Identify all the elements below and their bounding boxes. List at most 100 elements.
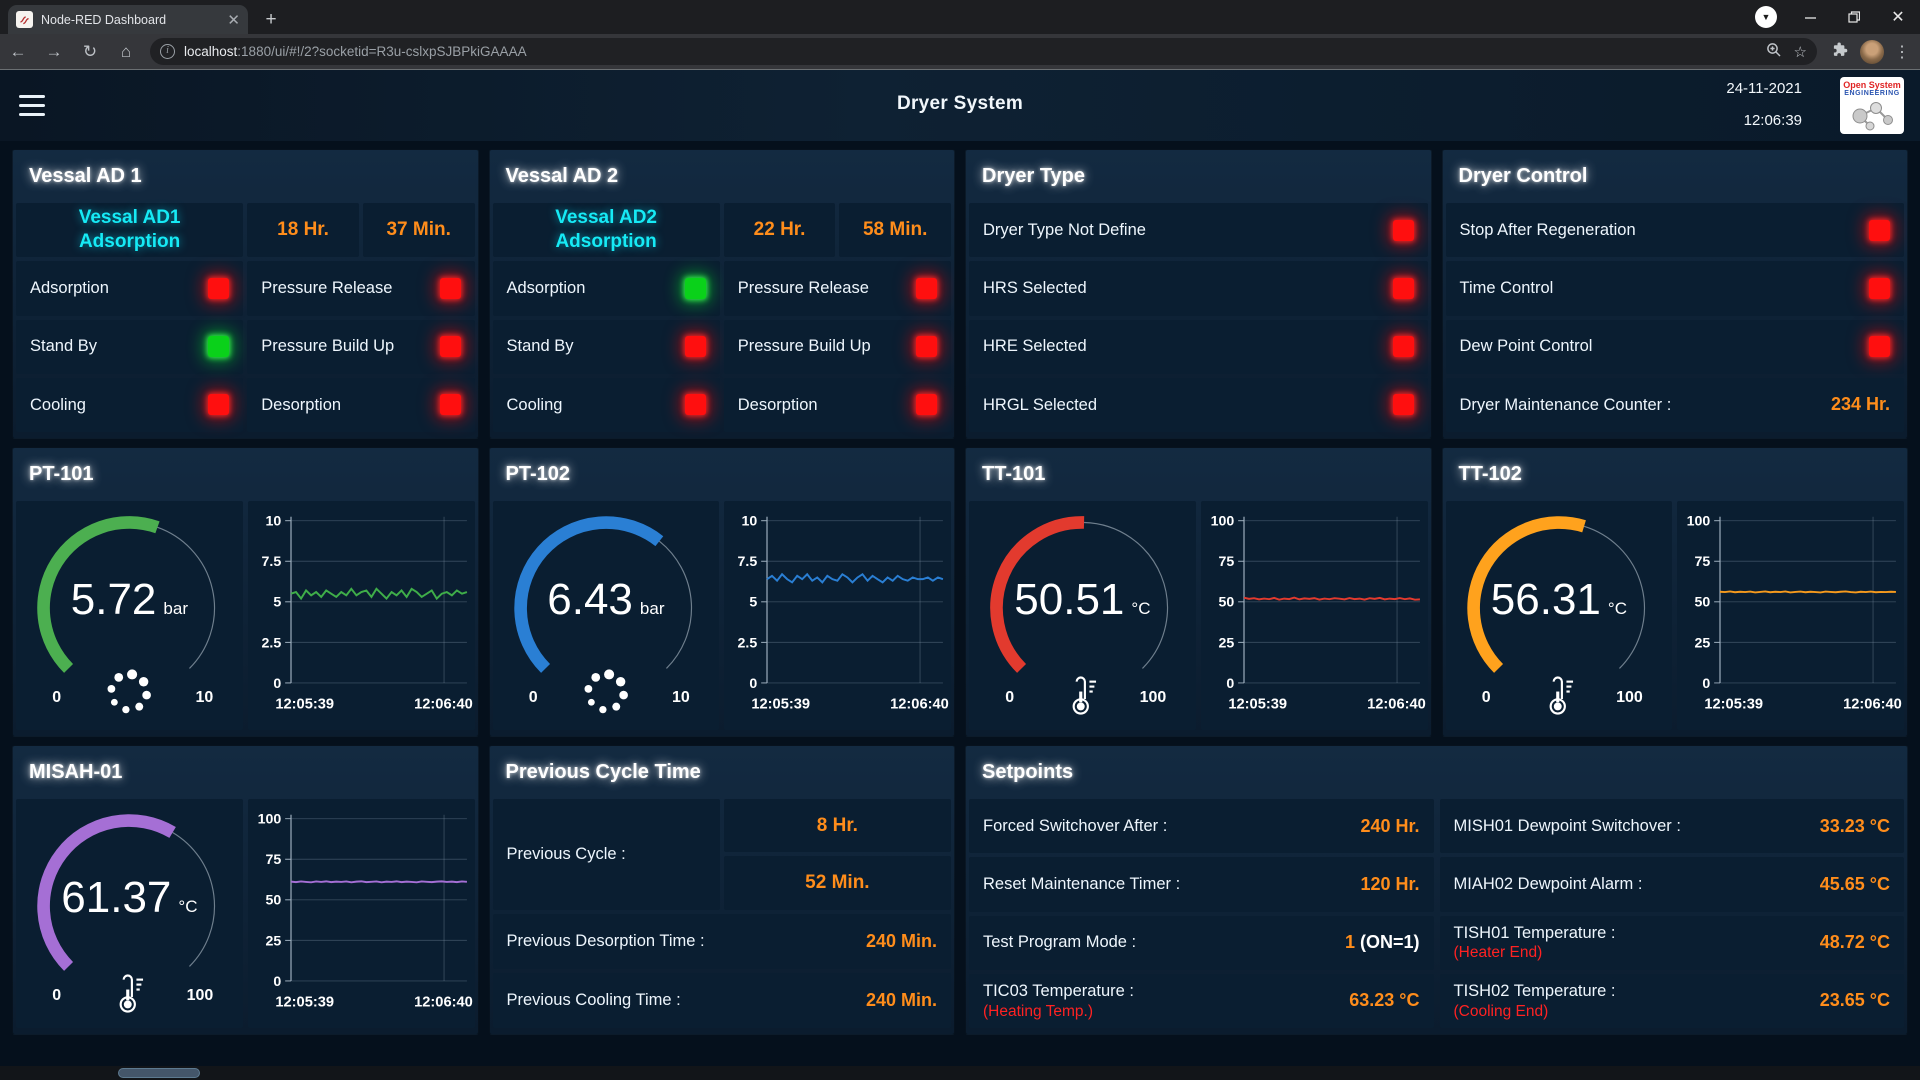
led-indicator-red xyxy=(440,336,461,357)
y-tick-label: 75 xyxy=(1218,554,1234,570)
panel-title: Setpoints xyxy=(966,746,1907,799)
y-tick-label: 10 xyxy=(742,514,758,530)
row-label: MISH01 Dewpoint Switchover : xyxy=(1454,816,1681,837)
vessel2-hours-tile: 22 Hr. xyxy=(724,203,836,257)
misah01-trend-chart: 100755025012:05:3912:06:40 xyxy=(248,799,475,1028)
gauge-unit: °C xyxy=(1608,599,1627,619)
trend-chart-svg: 100755025012:05:3912:06:40 xyxy=(1201,501,1428,730)
setpoint-tile: Dryer Maintenance Counter :234 Hr. xyxy=(1446,378,1905,432)
back-icon[interactable]: ← xyxy=(0,42,36,62)
y-tick-label: 100 xyxy=(257,812,281,828)
status-tile: HRGL Selected xyxy=(969,378,1428,432)
url-field[interactable]: i localhost:1880/ui/#!/2?socketid=R3u-cs… xyxy=(150,38,1817,65)
tt101-gauge: 50.51°C0100 xyxy=(969,501,1196,730)
gauge-min-label: 0 xyxy=(1005,689,1014,707)
gauge-value: 56.31 °C xyxy=(1446,575,1673,625)
gauge-max-label: 10 xyxy=(195,689,213,707)
horizontal-scrollbar[interactable] xyxy=(0,1066,1920,1080)
trend-chart-svg: 107.552.5012:05:3912:06:40 xyxy=(248,501,475,730)
pt102-trend-chart: 107.552.5012:05:3912:06:40 xyxy=(724,501,951,730)
pt101-trend-chart: 107.552.5012:05:3912:06:40 xyxy=(248,501,475,730)
forward-icon[interactable]: → xyxy=(36,42,72,62)
gauge-unit: °C xyxy=(178,897,197,917)
dots-spinner-icon xyxy=(103,666,155,718)
led-indicator-red xyxy=(916,394,937,415)
misah01-gauge: 61.37°C0100 xyxy=(16,799,243,1028)
zoom-icon[interactable] xyxy=(1766,42,1782,62)
y-tick-label: 100 xyxy=(1210,514,1234,530)
vessel2-minutes-tile: 58 Min. xyxy=(839,203,951,257)
setpoint-tile: MIAH02 Dewpoint Alarm :45.65 °C xyxy=(1440,857,1905,911)
setpoint-tile: Previous Cooling Time :240 Min. xyxy=(493,973,952,1028)
browser-avatar[interactable] xyxy=(1860,40,1884,64)
row-value: 45.65 °C xyxy=(1820,874,1890,894)
page-info-icon[interactable]: i xyxy=(160,44,175,59)
row-label: TIC03 Temperature : xyxy=(983,981,1134,1002)
gauge-min-label: 0 xyxy=(1482,689,1491,707)
panel-title: Vessal AD 1 xyxy=(13,150,478,203)
gauge-min-label: 0 xyxy=(52,987,61,1005)
dots-spinner-icon xyxy=(580,666,632,718)
extensions-puzzle-icon[interactable] xyxy=(1831,41,1848,63)
panel-vessal-ad2: Vessal AD 2 Vessal AD2 Adsorption 22 Hr.… xyxy=(489,149,956,439)
row-label: Stand By xyxy=(507,336,574,357)
browser-tab-strip: Node-RED Dashboard ✕ + ▼ ✕ xyxy=(0,0,1920,34)
row-value: 33.23 °C xyxy=(1820,816,1890,836)
gauge-min-label: 0 xyxy=(52,689,61,707)
panel-setpoints: Setpoints Forced Switchover After :240 H… xyxy=(965,745,1908,1035)
tt102-trend-chart: 100755025012:05:3912:06:40 xyxy=(1677,501,1904,730)
led-indicator-red xyxy=(1869,336,1890,357)
y-tick-label: 75 xyxy=(265,852,281,868)
gauge-value-number: 6.43 xyxy=(547,575,633,625)
browser-profile-button[interactable]: ▼ xyxy=(1744,0,1788,34)
panel-title: TT-102 xyxy=(1443,448,1908,501)
browser-tab[interactable]: Node-RED Dashboard ✕ xyxy=(8,5,248,34)
status-tile: HRS Selected xyxy=(969,261,1428,315)
trend-chart-svg: 107.552.5012:05:3912:06:40 xyxy=(724,501,951,730)
trend-line xyxy=(1244,598,1420,600)
setpoint-tile: MISH01 Dewpoint Switchover : 33.23 °C xyxy=(1440,799,1905,853)
panel-title: Previous Cycle Time xyxy=(490,746,955,799)
row-label: Desorption xyxy=(261,395,341,416)
tt102-gauge: 56.31 °C 0 100 xyxy=(1446,501,1673,730)
gauge-value-number: 56.31 xyxy=(1491,575,1601,625)
window-close-button[interactable]: ✕ xyxy=(1876,0,1920,34)
row-value: 120 Hr. xyxy=(1360,874,1419,894)
window-restore-button[interactable] xyxy=(1832,0,1876,34)
row-label: Stop After Regeneration xyxy=(1460,220,1636,241)
new-tab-button[interactable]: + xyxy=(258,8,284,32)
panel-title: TT-101 xyxy=(966,448,1431,501)
tab-close-icon[interactable]: ✕ xyxy=(227,11,240,29)
row-label: Cooling xyxy=(30,395,86,416)
scrollbar-thumb[interactable] xyxy=(118,1068,200,1078)
row-value: 240 Min. xyxy=(866,931,937,951)
x-start-label: 12:05:39 xyxy=(275,696,334,712)
led-indicator-red xyxy=(1393,394,1414,415)
x-start-label: 12:05:39 xyxy=(752,696,811,712)
y-tick-label: 0 xyxy=(273,676,281,692)
window-minimize-button[interactable] xyxy=(1788,0,1832,34)
row-label: Pressure Release xyxy=(261,278,392,299)
x-start-label: 12:05:39 xyxy=(1228,696,1287,712)
row-value: 48.72 °C xyxy=(1820,932,1890,952)
browser-url-bar: ← → ↻ ⌂ i localhost:1880/ui/#!/2?socketi… xyxy=(0,34,1920,70)
reload-icon[interactable]: ↻ xyxy=(72,42,108,62)
y-tick-label: 25 xyxy=(1695,635,1711,651)
browser-menu-icon[interactable]: ⋮ xyxy=(1894,42,1910,62)
x-end-label: 12:06:40 xyxy=(414,696,473,712)
gauge-value: 61.37°C xyxy=(16,873,243,923)
status-tile: Dew Point Control xyxy=(1446,320,1905,374)
panel-dryer-type: Dryer Type Dryer Type Not DefineHRS Sele… xyxy=(965,149,1432,439)
y-tick-label: 0 xyxy=(1703,676,1711,692)
previous-cycle-minutes-tile: 52 Min. xyxy=(724,856,951,909)
bookmark-star-icon[interactable]: ☆ xyxy=(1794,43,1807,61)
gauge-value: 5.72bar xyxy=(16,575,243,625)
gauge-max-label: 100 xyxy=(1616,689,1643,707)
vessel2-status-tile: Vessal AD2 Adsorption xyxy=(493,203,720,257)
thermometer-icon xyxy=(1540,675,1578,718)
row-label: Previous Cooling Time : xyxy=(507,990,681,1011)
setpoint-tile: TISH01 Temperature :(Heater End)48.72 °C xyxy=(1440,916,1905,970)
home-icon[interactable]: ⌂ xyxy=(108,42,144,62)
pt102-gauge: 6.43bar010 xyxy=(493,501,720,730)
panel-previous-cycle-time: Previous Cycle Time Previous Cycle : 8 H… xyxy=(489,745,956,1035)
